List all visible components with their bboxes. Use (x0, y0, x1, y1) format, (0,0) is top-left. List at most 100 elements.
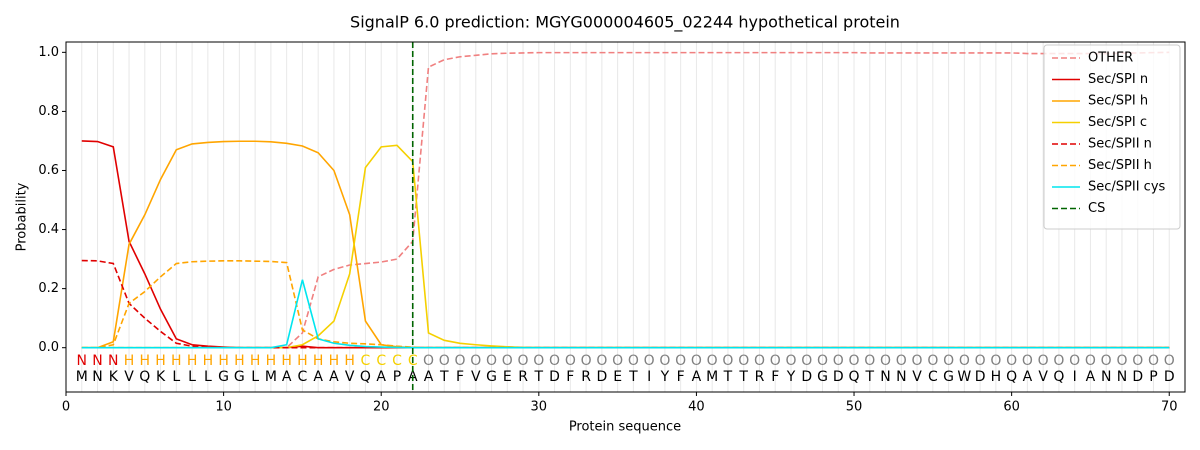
sequence-letter: L (172, 369, 180, 385)
sequence-letter: V (124, 369, 134, 385)
label-letter: O (596, 353, 607, 369)
label-letter: O (1164, 353, 1175, 369)
label-letter: C (361, 353, 371, 369)
label-letter: H (329, 353, 340, 369)
sequence-letter: Q (1053, 369, 1064, 385)
legend-label: Sec/SPII cys (1088, 180, 1166, 195)
sequence-letter: F (566, 369, 574, 385)
label-letter: O (581, 353, 592, 369)
label-letter: O (959, 353, 970, 369)
legend-label: OTHER (1088, 51, 1133, 66)
sequence-letter: N (1101, 369, 1111, 385)
y-tick-label: 0.0 (38, 340, 59, 355)
label-letter: O (880, 353, 891, 369)
sequence-letter: Y (786, 369, 796, 385)
sequence-letter: P (393, 369, 401, 385)
label-letter: H (281, 353, 292, 369)
label-letter: O (912, 353, 923, 369)
label-letter: N (77, 353, 87, 369)
label-letter: O (801, 353, 812, 369)
label-letter: O (454, 353, 465, 369)
label-letter: O (990, 353, 1001, 369)
sequence-letter: C (298, 369, 308, 385)
label-letter: H (203, 353, 214, 369)
legend-label: Sec/SPI n (1088, 72, 1148, 87)
sequence-letter: T (723, 369, 733, 385)
label-letter: O (1038, 353, 1049, 369)
sequence-letter: A (376, 369, 386, 385)
sequence-letter: A (329, 369, 339, 385)
sequence-letter: T (738, 369, 748, 385)
x-axis-label: Protein sequence (569, 420, 681, 435)
series-line (81, 144, 1170, 349)
x-tick-label: 70 (1161, 400, 1178, 415)
x-tick-label: 30 (531, 400, 548, 415)
label-letter: N (92, 353, 102, 369)
y-tick-label: 0.4 (38, 222, 59, 237)
sequence-letter: V (471, 369, 481, 385)
sequence-letter: M (265, 369, 277, 385)
sequence-letter: Q (849, 369, 860, 385)
label-letter: O (1085, 353, 1096, 369)
series-line (81, 279, 1170, 349)
sequence-letter: R (518, 369, 528, 385)
label-letter: O (675, 353, 686, 369)
sequence-letter: A (1023, 369, 1033, 385)
y-tick-label: 1.0 (38, 45, 59, 60)
label-letter: O (770, 353, 781, 369)
legend-label: Sec/SPI h (1088, 94, 1148, 109)
sequence-letter: W (957, 369, 971, 385)
series-line (81, 51, 1170, 349)
sequence-letter: D (596, 369, 607, 385)
label-letter: O (738, 353, 749, 369)
label-letter: O (975, 353, 986, 369)
label-letter: H (344, 353, 355, 369)
label-letter: O (549, 353, 560, 369)
label-letter: O (486, 353, 497, 369)
label-letter: O (785, 353, 796, 369)
label-letter: H (266, 353, 277, 369)
label-letter: O (533, 353, 544, 369)
label-letter: O (1148, 353, 1159, 369)
label-letter: O (896, 353, 907, 369)
sequence-letter: I (647, 369, 651, 385)
label-letter: O (423, 353, 434, 369)
label-letter: O (864, 353, 875, 369)
sequence-letter: G (943, 369, 954, 385)
sequence-letter: F (771, 369, 779, 385)
x-tick-label: 10 (215, 400, 232, 415)
chart-title: SignalP 6.0 prediction: MGYG000004605_02… (350, 13, 900, 33)
label-letter: H (250, 353, 261, 369)
sequence-letter: L (204, 369, 212, 385)
label-letter: H (140, 353, 151, 369)
sequence-letter: G (218, 369, 229, 385)
sequence-letter: A (282, 369, 292, 385)
label-letter: O (707, 353, 718, 369)
label-letter: O (943, 353, 954, 369)
legend-box (1043, 44, 1181, 230)
sequence-letter: Q (139, 369, 150, 385)
legend-label: Sec/SPII h (1088, 158, 1152, 173)
series-line (81, 140, 1170, 349)
label-letter: O (659, 353, 670, 369)
sequence-letter: F (677, 369, 685, 385)
label-letter: H (124, 353, 135, 369)
sequence-letter: L (188, 369, 196, 385)
sequence-letter: C (928, 369, 938, 385)
label-letter: O (1101, 353, 1112, 369)
legend-label: CS (1088, 201, 1105, 216)
sequence-letter: M (706, 369, 718, 385)
label-letter: O (849, 353, 860, 369)
label-letter: C (376, 353, 386, 369)
sequence-letter: Q (360, 369, 371, 385)
y-axis-label: Probability (15, 182, 30, 251)
y-tick-label: 0.6 (38, 163, 59, 178)
label-letter: O (439, 353, 450, 369)
x-tick-label: 40 (688, 400, 705, 415)
sequence-letter: A (313, 369, 323, 385)
sequence-letter: Q (1006, 369, 1017, 385)
label-letter: O (1006, 353, 1017, 369)
sequence-letter: D (549, 369, 560, 385)
label-letter: O (833, 353, 844, 369)
